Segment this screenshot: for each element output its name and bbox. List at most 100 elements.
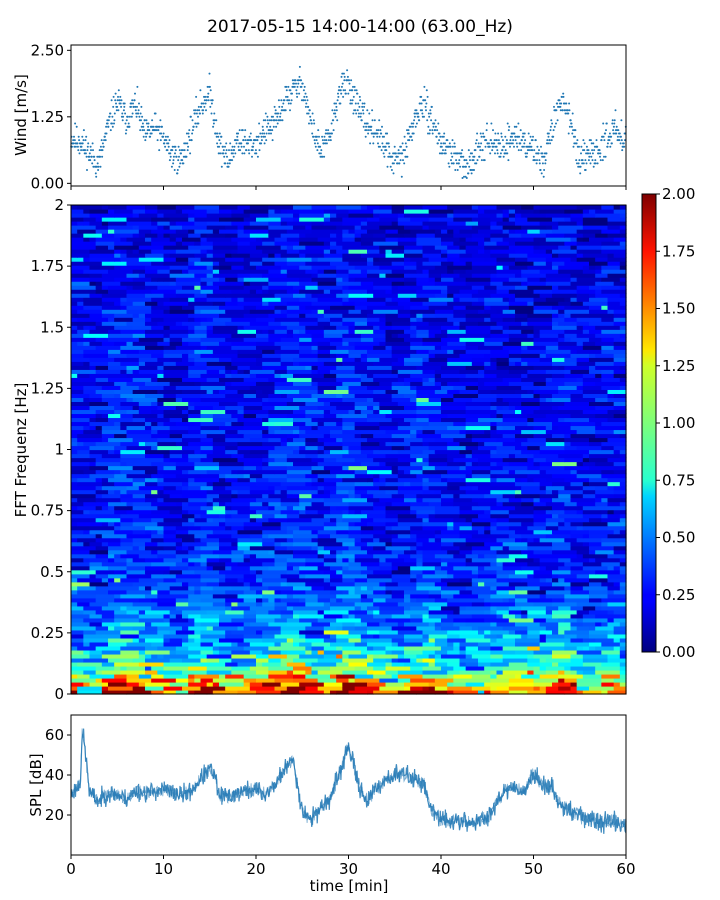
spectrogram-cell — [379, 425, 399, 431]
spectrogram-cell — [249, 641, 269, 647]
spectrogram-cell — [317, 485, 325, 491]
spectrogram-cell — [416, 585, 442, 591]
spectrogram-cell — [206, 533, 232, 539]
spectrogram-cell — [539, 577, 547, 583]
spectrogram-cell — [607, 437, 627, 443]
spectrogram-cell — [539, 593, 547, 599]
spectrogram-cell — [120, 385, 140, 390]
spectrogram-cell — [71, 365, 91, 370]
wind-point — [303, 95, 306, 98]
spectrogram-cell — [286, 313, 300, 318]
spectrogram-cell — [182, 557, 189, 563]
spectrogram-cell — [249, 585, 269, 591]
spectrogram-cell — [83, 397, 91, 402]
spectrogram-cell — [200, 537, 220, 543]
wind-point — [92, 165, 95, 168]
spectrogram-cell — [484, 341, 504, 346]
spectrogram-cell — [527, 657, 541, 663]
spectrogram-cell — [508, 337, 535, 342]
spectrogram-cell — [71, 613, 91, 619]
spectrogram-cell — [188, 585, 195, 591]
spectrogram-cell — [385, 505, 411, 511]
spectrogram-cell — [360, 585, 368, 591]
spectrogram-cell — [151, 653, 158, 659]
spectrogram-cell — [286, 301, 313, 306]
spectrogram-cell — [428, 593, 442, 599]
spectrogram-cell — [496, 633, 504, 639]
spectrogram-cell — [416, 557, 424, 563]
wind-point — [323, 135, 326, 138]
spectrogram-cell — [237, 469, 251, 475]
wind-point — [120, 105, 123, 108]
spectrogram-cell — [206, 361, 232, 366]
spectrogram-cell — [323, 329, 350, 334]
spectrogram-cell — [212, 437, 226, 443]
spectrogram-cell — [225, 365, 239, 370]
spectrogram-cell — [126, 489, 152, 495]
spectrogram-cell — [188, 325, 195, 330]
spectrogram-cell — [496, 553, 510, 559]
wind-point — [448, 142, 451, 145]
wind-point — [102, 145, 105, 148]
spectrogram-cell — [225, 577, 239, 583]
spectrogram-cell — [95, 389, 115, 394]
spectrogram-cell — [311, 669, 319, 675]
spectrogram-cell — [108, 549, 128, 555]
spectrogram-cell — [508, 333, 528, 338]
spectrogram-cell — [379, 565, 393, 571]
spectrogram-cell — [354, 345, 374, 350]
wind-point — [298, 92, 301, 95]
spectrogram-cell — [391, 625, 417, 631]
wind-point — [519, 129, 522, 132]
spectrogram-cell — [348, 565, 368, 571]
spectrogram-cell — [311, 381, 319, 386]
spectrogram-cell — [200, 605, 226, 611]
wind-point — [491, 149, 494, 152]
spectrogram-cell — [527, 361, 553, 366]
spectrogram-cell — [169, 333, 189, 338]
spectrogram-cell — [256, 341, 276, 346]
wind-point — [96, 162, 99, 165]
spectrogram-cell — [342, 497, 368, 503]
spectrogram-cell — [539, 393, 553, 398]
spectrogram-cell — [262, 493, 269, 499]
spectrogram-cell — [613, 393, 627, 398]
spectrogram-cell — [225, 337, 245, 342]
spectrogram-cell — [515, 537, 522, 543]
spectrogram-cell — [249, 309, 276, 314]
spectrogram-cell — [465, 585, 491, 591]
spectrogram-cell — [570, 541, 584, 547]
spectrogram-cell — [527, 665, 535, 671]
spectrogram-cell — [478, 441, 485, 447]
spectrogram-cell — [471, 673, 491, 679]
spectrogram-cell — [521, 393, 535, 398]
spectrogram-cell — [336, 405, 356, 411]
spectrogram-cell — [558, 673, 584, 679]
spectrogram-cell — [619, 529, 627, 535]
spectrogram-cell — [613, 485, 627, 491]
wind-point — [524, 152, 527, 155]
spectrogram-cell — [434, 489, 442, 495]
wind-point — [426, 119, 429, 122]
spectrogram-cell — [508, 453, 516, 459]
spectrogram-cell — [373, 397, 393, 402]
spectrogram-cell — [619, 569, 627, 575]
wind-point — [137, 112, 140, 115]
spectrogram-cell — [342, 425, 356, 431]
spectrogram-cell — [132, 601, 158, 607]
spectrogram-cell — [83, 389, 97, 394]
wind-point — [354, 89, 356, 92]
spectrogram-cell — [151, 421, 158, 427]
spectrogram-cell — [410, 657, 417, 663]
spectrogram-cell — [360, 633, 374, 639]
spectrogram-cell — [478, 381, 485, 386]
wind-point — [483, 159, 486, 162]
wind-point — [520, 139, 523, 142]
spectrogram-cell — [200, 685, 214, 691]
spectrogram-cell — [237, 661, 257, 667]
wind-point — [108, 115, 111, 118]
spectrogram-cell — [182, 625, 189, 631]
spectrogram-cell — [323, 441, 343, 447]
spectrogram-cell — [570, 521, 584, 527]
spectrogram-cell — [188, 401, 195, 407]
